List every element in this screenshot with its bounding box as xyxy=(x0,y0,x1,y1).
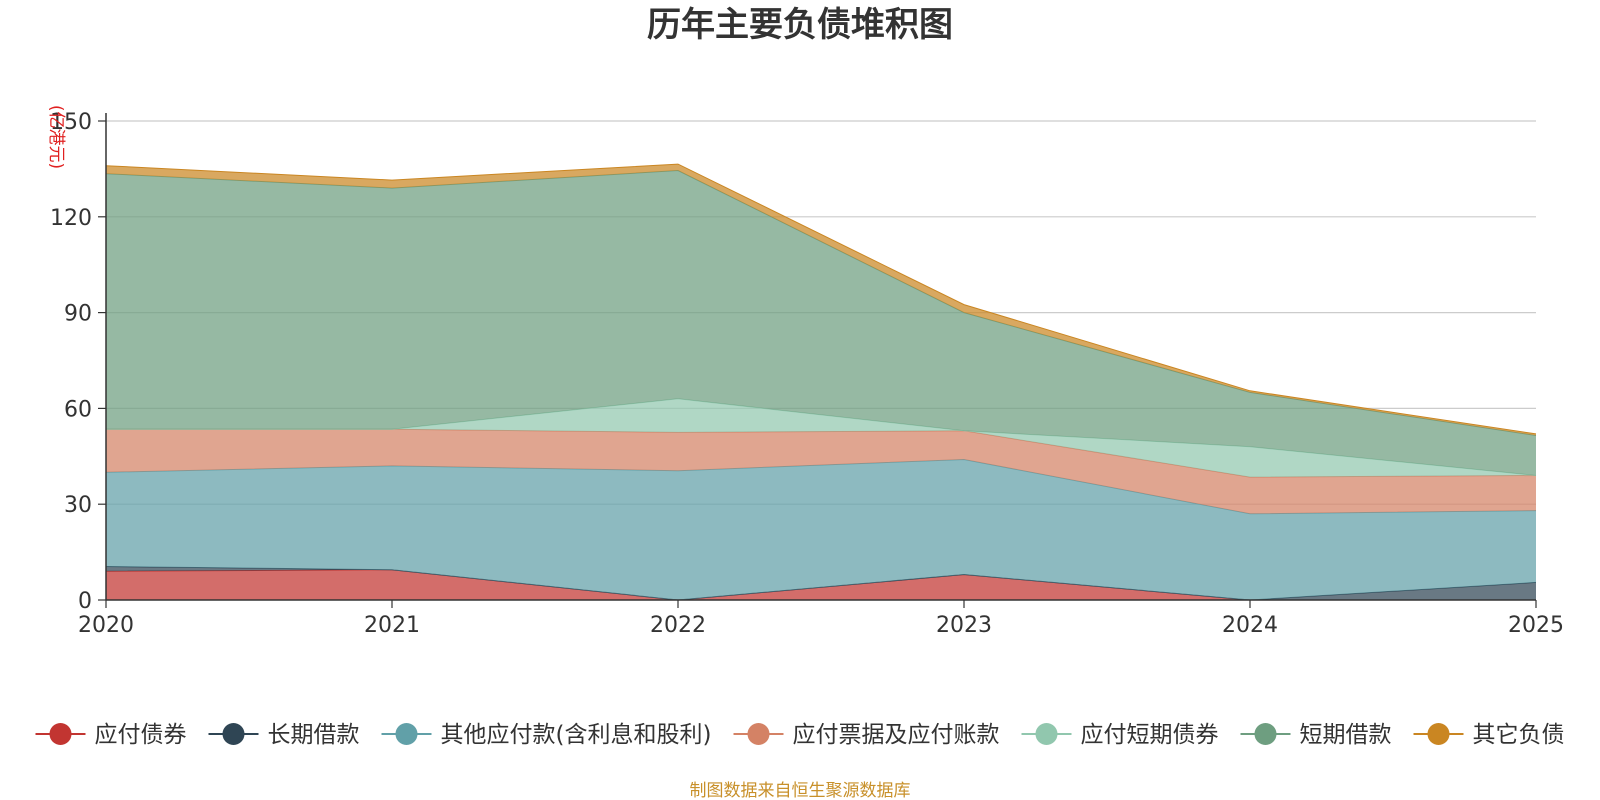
y-tick-label: 150 xyxy=(50,110,92,135)
area-series xyxy=(105,163,1537,601)
legend-label: 其他应付款(含利息和股利) xyxy=(441,722,712,748)
legend-marker xyxy=(1035,723,1058,745)
legend-label: 应付票据及应付账款 xyxy=(793,722,1000,748)
area-7-top-line xyxy=(105,163,1537,435)
axes: 0 30 60 90 120 150 2020 2021 2022 2023 2024 2025 xyxy=(50,110,1564,638)
y-tick-label: 0 xyxy=(78,589,92,614)
area-6-series xyxy=(106,170,1536,476)
area-3-series xyxy=(106,459,1536,600)
area-5-series xyxy=(106,398,1536,478)
area-2-series xyxy=(106,566,1536,600)
legend-item: 长期借款 xyxy=(208,722,360,748)
y-tick-label: 120 xyxy=(50,206,92,231)
legend-label: 应付短期债券 xyxy=(1081,722,1219,748)
y-tick-label: 30 xyxy=(64,493,92,518)
legend-marker xyxy=(395,723,418,745)
x-tick-label: 2021 xyxy=(364,613,420,638)
legend-item: 应付票据及应付账款 xyxy=(733,722,1000,748)
x-tick-label: 2020 xyxy=(78,613,134,638)
legend-item: 其他应付款(含利息和股利) xyxy=(381,722,712,748)
x-tick-label: 2024 xyxy=(1222,613,1278,638)
legend-marker xyxy=(1427,723,1450,745)
source-note: 制图数据来自恒生聚源数据库 xyxy=(690,781,911,800)
legend-item: 短期借款 xyxy=(1240,722,1392,748)
y-tick-label: 90 xyxy=(64,302,92,327)
legend-marker xyxy=(747,723,770,745)
legend-item: 应付债券 xyxy=(35,722,187,748)
x-tick-label: 2025 xyxy=(1508,613,1564,638)
legend-marker xyxy=(222,723,245,745)
y-unit-label: (亿港元) xyxy=(46,105,66,169)
area-4-series xyxy=(106,429,1536,514)
legend-label: 长期借款 xyxy=(268,722,360,748)
legend-item: 应付短期债券 xyxy=(1021,722,1219,748)
x-tick-label: 2023 xyxy=(936,613,992,638)
legend-label: 短期借款 xyxy=(1300,722,1392,748)
x-tick-label: 2022 xyxy=(650,613,706,638)
legend-item: 其它负债 xyxy=(1413,722,1565,748)
legend-marker xyxy=(1254,723,1277,745)
legend-label: 应付债券 xyxy=(95,722,187,748)
legend-label: 其它负债 xyxy=(1473,722,1565,748)
legend-marker xyxy=(49,723,72,745)
y-tick-label: 60 xyxy=(64,397,92,422)
chart-title: 历年主要负债堆积图 xyxy=(647,5,953,45)
legend: 应付债券 长期借款 其他应付款(含利息和股利) 应付票据及应付账款 应付短期债券 短期借款… xyxy=(35,722,1565,748)
